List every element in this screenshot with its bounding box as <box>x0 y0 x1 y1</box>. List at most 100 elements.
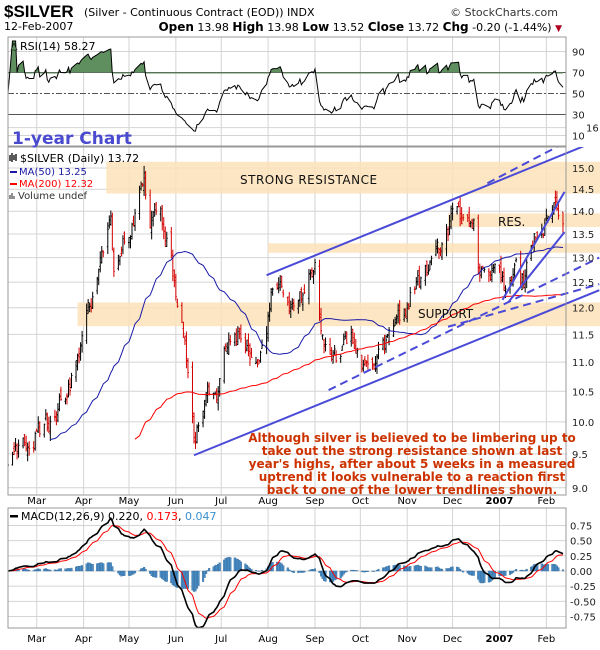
ohlc-bar <box>79 342 82 361</box>
ohlc-bar <box>289 300 292 318</box>
ohlc-bar <box>108 215 111 229</box>
macd-line <box>7 516 564 629</box>
ohlc-bar <box>301 292 304 311</box>
macd-signal-line <box>7 524 564 619</box>
ohlc-bar <box>353 332 356 350</box>
macd-histogram-bar <box>512 570 515 573</box>
ma50-swatch <box>10 171 17 173</box>
annotation-line: take out the strong resistance shown at … <box>262 444 563 458</box>
ohlc-bar <box>365 360 368 367</box>
quote-summary: Open 13.98 High 13.98 Low 13.52 Close 13… <box>158 20 562 34</box>
ohlc-bar <box>428 260 431 271</box>
ohlc-bar <box>298 291 301 307</box>
macd-histogram-bar <box>38 569 41 572</box>
ohlc-bar <box>106 222 109 254</box>
ohlc-bar <box>206 381 209 403</box>
month-label: Mar <box>27 634 47 645</box>
ohlc-bar <box>499 255 502 284</box>
macd-histogram-bar <box>218 562 221 572</box>
month-label: Feb <box>537 634 555 645</box>
macd-tick-label: -0.25 <box>570 582 596 593</box>
ohlc-bar <box>492 263 495 273</box>
rsi-tick-label: 70 <box>572 69 585 80</box>
ohlc-bar <box>248 343 251 366</box>
ohlc-bar <box>487 268 490 283</box>
price-legend: $SILVER (Daily) 13.72 MA(50) 13.25 MA(20… <box>9 152 139 202</box>
ohlc-bar <box>307 268 310 305</box>
ohlc-bar <box>111 212 114 251</box>
ohlc-bar <box>236 326 239 346</box>
macd-histogram-bar <box>462 570 465 573</box>
ohlc-bar <box>545 208 548 222</box>
macd-histogram-bar <box>239 561 242 572</box>
ohlc-bar <box>55 411 58 426</box>
symbol-title: $SILVER <box>4 2 74 21</box>
ohlc-bar <box>186 357 189 379</box>
macd-histogram-bar <box>49 569 52 572</box>
rsi-plot <box>7 40 566 132</box>
ohlc-bar <box>371 357 374 370</box>
axis-labels: Mar Mar Apr Apr May May Jun Jun Jul Jul Aug Aug Sep S… <box>27 48 598 646</box>
month-label: May <box>119 634 140 645</box>
ohlc-bar <box>118 255 121 266</box>
macd-histogram-bar <box>155 570 158 578</box>
ma200-legend: MA(200) 12.32 <box>19 179 93 190</box>
ohlc-bar <box>436 238 439 254</box>
ohlc-bar <box>99 251 102 273</box>
ohlc-bar <box>176 298 179 308</box>
ohlc-bar <box>472 218 475 231</box>
ohlc-bar <box>324 337 327 352</box>
macd-histogram-bar <box>81 565 84 572</box>
ohlc-bar <box>345 331 348 345</box>
close-label: Close <box>367 20 405 34</box>
ohlc-bar <box>430 255 433 266</box>
ohlc-bar <box>515 257 518 263</box>
high-label: High <box>232 20 264 34</box>
ohlc-bar <box>350 325 353 347</box>
ohlc-bar <box>132 215 135 227</box>
ohlc-bar <box>344 330 347 340</box>
ohlc-bar <box>270 288 273 313</box>
macd-swatch <box>10 515 18 518</box>
annotation-line: year's highs, after about 5 weeks in a m… <box>249 457 576 471</box>
macd-histogram-bar <box>398 565 401 572</box>
ohlc-bar <box>256 359 259 368</box>
macd-tick-label: 0.75 <box>570 521 592 532</box>
ohlc-bar <box>91 291 94 309</box>
macd-histogram-bar <box>440 568 444 572</box>
ohlc-bar <box>318 259 321 321</box>
ohlc-bar <box>450 205 453 230</box>
price-band <box>106 161 600 194</box>
macd-histogram-value: 0.047 <box>185 510 217 523</box>
price-tick-label: 12.0 <box>572 304 594 315</box>
ohlc-bar <box>424 264 427 286</box>
volume-legend: Volume undef <box>18 191 88 202</box>
ohlc-bar <box>117 254 120 271</box>
ohlc-bar <box>144 170 147 200</box>
ohlc-bar <box>459 196 462 227</box>
ohlc-bar <box>47 416 50 433</box>
ohlc-bar <box>277 277 280 294</box>
ma200-line <box>134 294 564 440</box>
ohlc-bar <box>164 226 167 247</box>
ohlc-bar <box>56 403 59 423</box>
month-label: Nov <box>397 496 417 507</box>
ohlc-bar <box>489 270 492 281</box>
ohlc-bar <box>403 308 406 322</box>
ohlc-bar <box>174 273 177 301</box>
price-tick-label: 13.5 <box>572 230 594 241</box>
macd-histogram-bar <box>165 570 168 582</box>
ohlc-bar <box>159 206 162 222</box>
macd-histogram-bar <box>546 564 549 572</box>
price-bars <box>8 165 564 469</box>
ohlc-bar <box>312 269 315 284</box>
macd-histogram-bar <box>472 570 475 576</box>
macd-histogram-bar <box>419 566 422 572</box>
ohlc-bar <box>44 409 47 421</box>
annotation-line: back to one of the lower trendlines show… <box>267 483 557 497</box>
macd-histogram-bar <box>366 570 369 572</box>
macd-histogram-bar <box>372 570 376 572</box>
month-label: Oct <box>352 496 369 507</box>
ohlc-bar <box>197 422 200 433</box>
ohlc-bar <box>35 428 38 432</box>
